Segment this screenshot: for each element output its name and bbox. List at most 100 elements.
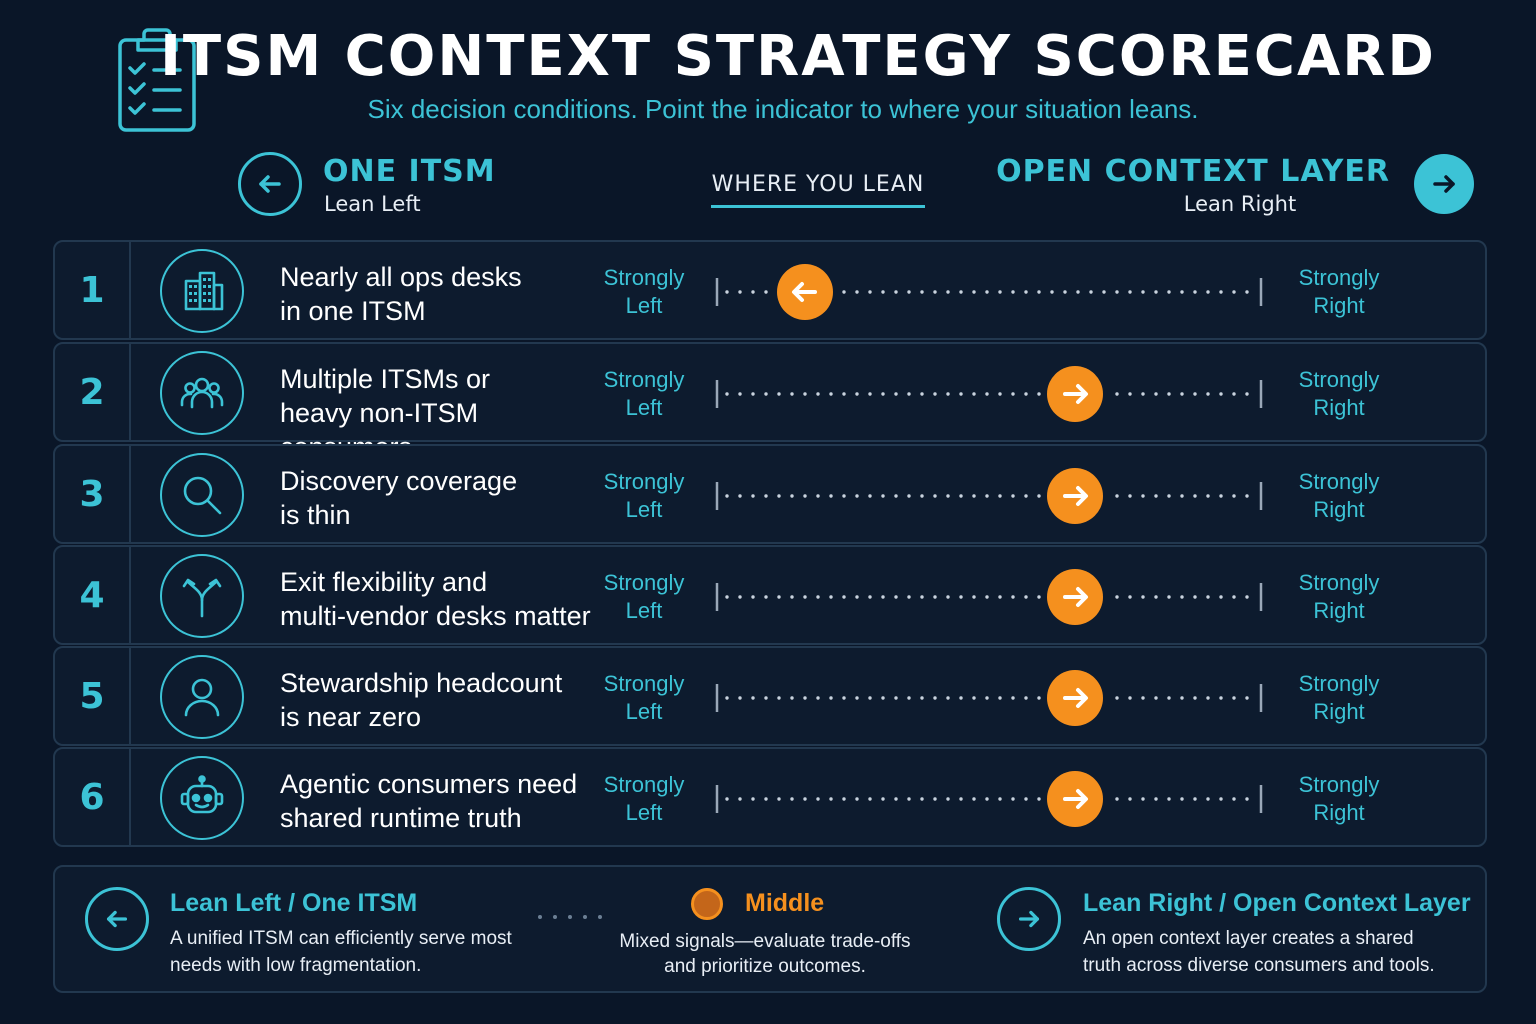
strongly-left-word: Strongly: [603, 671, 685, 696]
strongly-right-label: Strongly Right: [1289, 670, 1389, 726]
strongly-left-label: Strongly Left: [594, 771, 694, 827]
right-word: Right: [1313, 699, 1365, 724]
left-column-title: ONE ITSM: [323, 154, 496, 189]
strongly-left-word: Strongly: [603, 367, 685, 392]
strongly-right-label: Strongly Right: [1289, 771, 1389, 827]
condition-line-2: in one ITSM: [280, 296, 426, 326]
strongly-right-word: Strongly: [1298, 671, 1380, 696]
lean-indicator: [1047, 468, 1103, 524]
strongly-right-label: Strongly Right: [1289, 468, 1389, 524]
condition-line-1: Agentic consumers need: [280, 769, 578, 799]
lean-slider[interactable]: [715, 366, 1267, 422]
strongly-left-label: Strongly Left: [594, 264, 694, 320]
condition-line-1: Multiple ITSMs or: [280, 364, 491, 394]
strongly-right-label: Strongly Right: [1289, 264, 1389, 320]
right-word: Right: [1313, 497, 1365, 522]
middle-indicator-dot: [691, 888, 723, 920]
condition-row: 3 Discovery coverage is thin Strongly Le…: [53, 444, 1487, 544]
search-icon: [160, 453, 244, 537]
legend-dotted-line: [537, 907, 627, 926]
row-number: 1: [55, 242, 131, 338]
left-column-subtitle: Lean Left: [324, 192, 421, 216]
robot-icon: [160, 756, 244, 840]
lean-indicator: [777, 264, 833, 320]
lean-slider[interactable]: [715, 569, 1267, 625]
lean-slider[interactable]: [715, 771, 1267, 827]
condition-line-1: Stewardship headcount: [280, 668, 563, 698]
row-number: 2: [55, 344, 131, 440]
right-word: Right: [1313, 293, 1365, 318]
lean-slider[interactable]: [715, 670, 1267, 726]
page-subtitle: Six decision conditions. Point the indic…: [367, 94, 1199, 124]
strongly-left-word: Strongly: [603, 772, 685, 797]
row-number: 5: [55, 648, 131, 744]
legend-left-title: Lean Left / One ITSM: [170, 889, 418, 917]
condition-line-2: is near zero: [280, 702, 422, 732]
condition-label: Stewardship headcount is near zero: [280, 666, 600, 734]
condition-row: 4 Exit flexibility and multi-vendor desk…: [53, 545, 1487, 645]
condition-line-2: multi-vendor desks matter: [280, 601, 591, 631]
right-word: Right: [1313, 800, 1365, 825]
strongly-right-word: Strongly: [1298, 469, 1380, 494]
strongly-left-label: Strongly Left: [594, 569, 694, 625]
legend-right-text: An open context layer creates a shared t…: [1083, 928, 1435, 976]
strongly-right-word: Strongly: [1298, 772, 1380, 797]
strongly-right-word: Strongly: [1298, 570, 1380, 595]
strongly-left-word: Strongly: [603, 265, 685, 290]
strongly-right-label: Strongly Right: [1289, 366, 1389, 422]
condition-label: Nearly all ops desks in one ITSM: [280, 260, 600, 328]
condition-line-1: Discovery coverage: [280, 466, 518, 496]
center-column-title: WHERE YOU LEAN: [711, 172, 925, 208]
condition-row: 1 Nearly all ops desks in one ITSM Stron…: [53, 240, 1487, 340]
group-icon: [160, 351, 244, 435]
arrow-right-icon: [1414, 154, 1474, 214]
strongly-left-label: Strongly Left: [594, 670, 694, 726]
left-word: Left: [625, 395, 663, 420]
arrow-left-icon: [238, 152, 302, 216]
person-icon: [160, 655, 244, 739]
condition-row: 6 Agentic consumers need shared runtime …: [53, 747, 1487, 847]
left-word: Left: [625, 598, 663, 623]
building-icon: [160, 249, 244, 333]
legend-middle-text: Mixed signals—evaluate trade-offs and pr…: [619, 931, 911, 977]
legend: Lean Left / One ITSM A unified ITSM can …: [53, 865, 1487, 993]
lean-indicator: [1047, 771, 1103, 827]
fork-arrows-icon: [160, 554, 244, 638]
strongly-right-word: Strongly: [1298, 265, 1380, 290]
page-title: ITSM CONTEXT STRATEGY SCORECARD: [160, 24, 1436, 89]
arrow-left-icon: [85, 887, 149, 951]
condition-label: Agentic consumers need shared runtime tr…: [280, 767, 600, 835]
strongly-right-label: Strongly Right: [1289, 569, 1389, 625]
strongly-right-word: Strongly: [1298, 367, 1380, 392]
condition-line-1: Nearly all ops desks: [280, 262, 522, 292]
lean-indicator: [1047, 569, 1103, 625]
legend-middle-title: Middle: [745, 889, 825, 917]
right-word: Right: [1313, 395, 1365, 420]
lean-indicator: [1047, 366, 1103, 422]
left-word: Left: [625, 497, 663, 522]
right-column-title: OPEN CONTEXT LAYER: [996, 154, 1390, 189]
lean-indicator: [1047, 670, 1103, 726]
legend-left-text: A unified ITSM can efficiently serve mos…: [170, 928, 512, 976]
lean-slider[interactable]: [715, 264, 1267, 320]
arrow-right-icon: [997, 887, 1061, 951]
row-number: 3: [55, 446, 131, 542]
condition-line-2: shared runtime truth: [280, 803, 522, 833]
legend-right-title: Lean Right / Open Context Layer: [1083, 889, 1471, 917]
condition-row: 5 Stewardship headcount is near zero Str…: [53, 646, 1487, 746]
condition-row: 2 Multiple ITSMs or heavy non-ITSM consu…: [53, 342, 1487, 462]
right-column-subtitle: Lean Right: [1183, 192, 1297, 216]
row-number: 4: [55, 547, 131, 643]
condition-line-2: is thin: [280, 500, 351, 530]
condition-line-1: Exit flexibility and: [280, 567, 488, 597]
strongly-left-label: Strongly Left: [594, 366, 694, 422]
row-number: 6: [55, 749, 131, 845]
condition-label: Discovery coverage is thin: [280, 464, 600, 532]
strongly-left-label: Strongly Left: [594, 468, 694, 524]
left-word: Left: [625, 800, 663, 825]
left-word: Left: [625, 699, 663, 724]
left-word: Left: [625, 293, 663, 318]
condition-label: Exit flexibility and multi-vendor desks …: [280, 565, 600, 633]
lean-slider[interactable]: [715, 468, 1267, 524]
right-word: Right: [1313, 598, 1365, 623]
